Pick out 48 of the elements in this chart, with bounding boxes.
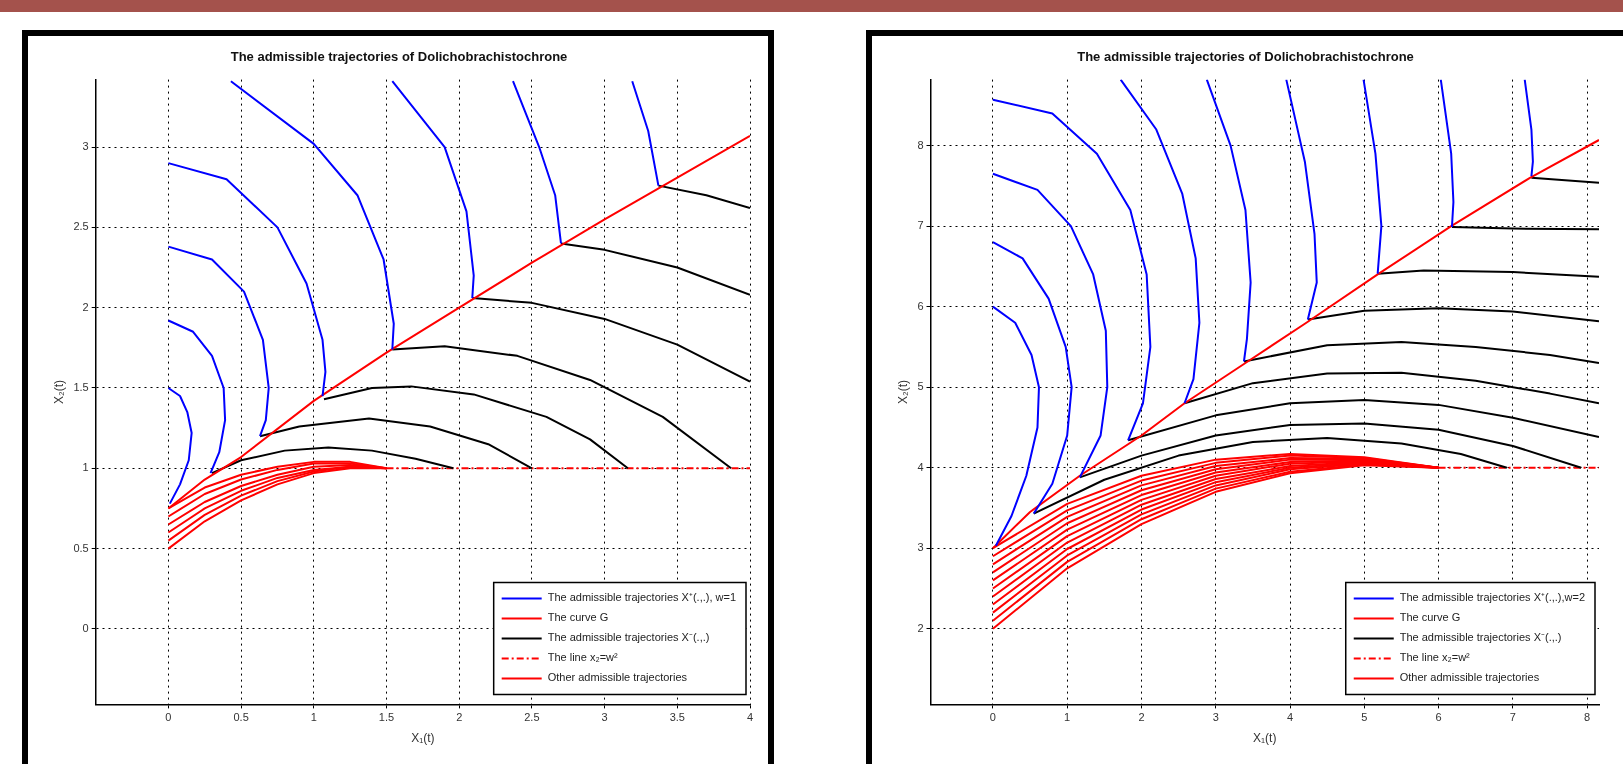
x-tick-label: 5 xyxy=(1361,711,1368,724)
legend-label: The curve G xyxy=(1399,611,1461,624)
y-tick-label: 1.5 xyxy=(73,381,89,394)
x-tick-label: 0.5 xyxy=(233,711,249,724)
y-tick-label: 4 xyxy=(917,460,924,473)
x-tick-label: 6 xyxy=(1435,711,1442,724)
x-tick-label: 1.5 xyxy=(378,711,395,724)
legend-label: Other admissible trajectories xyxy=(1399,671,1540,684)
x-tick-label: 7 xyxy=(1509,711,1516,724)
y-tick-label: 0.5 xyxy=(73,541,89,554)
x-tick-label: 4 xyxy=(746,711,754,724)
y-tick-label: 0 xyxy=(82,621,89,634)
legend-label: The line x₂=w² xyxy=(1399,651,1471,664)
y-tick-label: 5 xyxy=(917,380,924,393)
y-tick-label: 2.5 xyxy=(73,220,89,233)
legend-label: The curve G xyxy=(547,611,609,624)
y-axis-title: X₂(t) xyxy=(51,380,66,404)
legend-label: The admissible trajectories X⁻(.,.) xyxy=(547,631,710,644)
x-tick-label: 3 xyxy=(1212,711,1219,724)
x-tick-label: 3.5 xyxy=(669,711,685,724)
x-axis-title: X₁(t) xyxy=(411,731,435,746)
y-tick-label: 3 xyxy=(917,541,924,554)
x-axis-title: X₁(t) xyxy=(1253,731,1277,746)
legend-label: Other admissible trajectories xyxy=(547,671,688,684)
y-axis-title: X₂(t) xyxy=(895,380,910,404)
x-tick-label: 2.5 xyxy=(524,711,540,724)
legend-label: The admissible trajectories X⁻(.,.) xyxy=(1399,631,1562,644)
legend-label: The line x₂=w² xyxy=(547,651,619,664)
y-tick-label: 7 xyxy=(917,219,924,232)
y-tick-label: 3 xyxy=(82,140,89,153)
x-tick-label: 1 xyxy=(310,711,317,724)
x-tick-label: 0 xyxy=(989,711,996,724)
chart-title: The admissible trajectories of Dolichobrachistochrone xyxy=(1077,49,1414,65)
y-tick-label: 2 xyxy=(917,621,924,634)
y-tick-label: 2 xyxy=(82,300,89,313)
x-tick-label: 3 xyxy=(601,711,608,724)
x-tick-label: 1 xyxy=(1064,711,1071,724)
x-tick-label: 8 xyxy=(1584,711,1591,724)
legend-label: The admissible trajectories X⁺(.,.),w=2 xyxy=(1399,591,1586,604)
x-tick-label: 0 xyxy=(165,711,172,724)
y-tick-label: 1 xyxy=(82,461,89,474)
legend-label: The admissible trajectories X⁺(.,.), w=1 xyxy=(547,591,737,604)
x-tick-label: 2 xyxy=(456,711,463,724)
y-tick-label: 6 xyxy=(917,299,924,312)
x-tick-label: 4 xyxy=(1286,711,1294,724)
chart-title: The admissible trajectories of Dolichobrachistochrone xyxy=(230,49,568,65)
x-tick-label: 2 xyxy=(1138,711,1145,724)
y-tick-label: 8 xyxy=(917,138,924,151)
